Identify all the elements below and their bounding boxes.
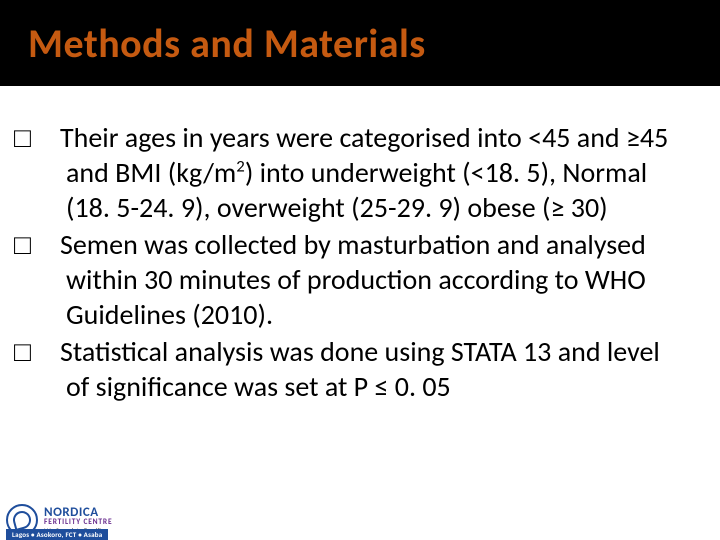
bullet-marker-icon: □ — [40, 120, 60, 155]
slide-title: Methods and Materials — [28, 19, 426, 68]
bullet-text: Statistical analysis was done using STAT… — [60, 334, 660, 404]
title-bar: Methods and Materials — [0, 0, 720, 86]
logo-inner-shape — [11, 509, 33, 531]
bullet-item: □Their ages in years were categorised in… — [40, 120, 680, 225]
bullet-text: Their ages in years were categorised int… — [60, 120, 668, 225]
bullet-item: □Semen was collected by masturbation and… — [40, 227, 680, 332]
bullet-item: □Statistical analysis was done using STA… — [40, 334, 680, 404]
bullet-marker-icon: □ — [40, 227, 60, 262]
content-area: □Their ages in years were categorised in… — [0, 86, 720, 404]
bullet-marker-icon: □ — [40, 334, 60, 369]
logo-locations: Lagos • Asokoro, FCT • Asaba — [6, 529, 108, 540]
bullet-text: Semen was collected by masturbation and … — [60, 227, 646, 332]
